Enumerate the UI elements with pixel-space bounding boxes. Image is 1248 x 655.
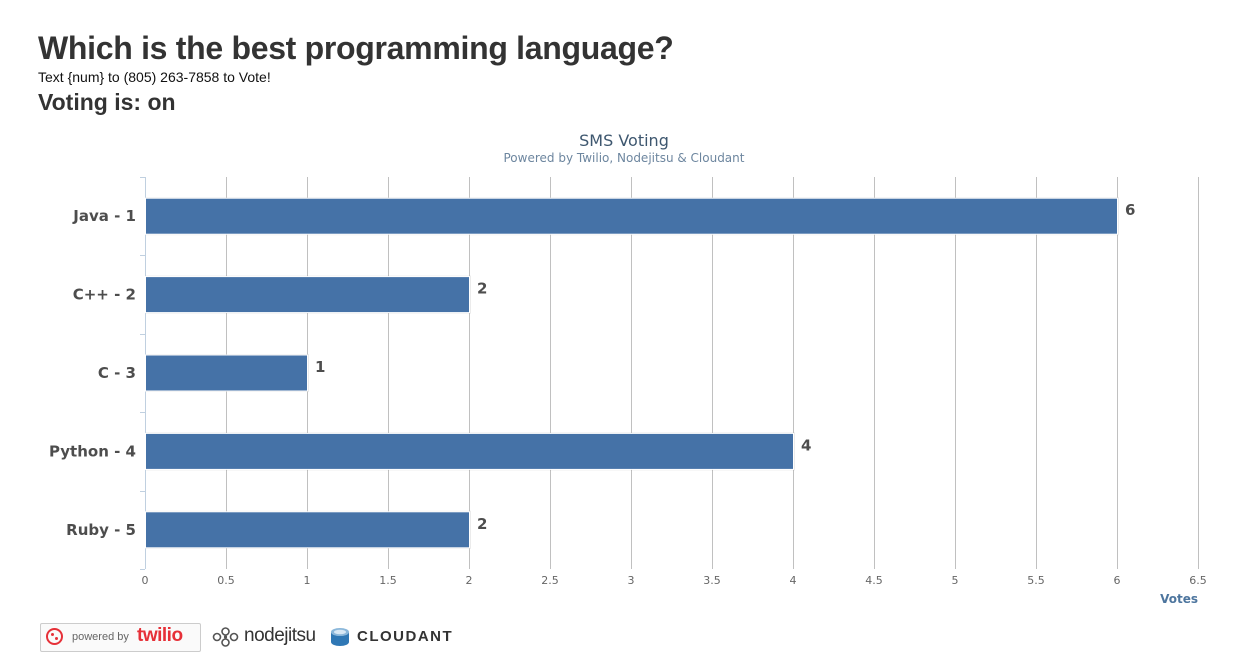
bar [145, 511, 470, 549]
bar-chart: Java - 1 6 C++ - 2 2 C - 3 1 Python - 4 4 Ruby -… [49, 177, 1207, 606]
chart-subtitle: Powered by Twilio, Nodejitsu & Cloudant [503, 151, 745, 165]
category-label: C++ - 2 [73, 286, 136, 304]
footer-logos: powered by twilio nodejitsu CLOUDANT [40, 623, 460, 652]
twilio-logo-icon [46, 628, 63, 645]
cloudant-logo-icon [331, 628, 349, 646]
x-tick-label: 5.5 [1027, 574, 1045, 587]
x-axis-title: Votes [1160, 592, 1198, 606]
voting-status: Voting is: on [38, 89, 176, 115]
powered-by-label: powered by [72, 631, 129, 643]
page-title: Which is the best programming language? [38, 30, 674, 66]
data-label: 2 [477, 515, 487, 533]
nodejitsu-logo-icon [212, 627, 239, 647]
x-tick-label: 4.5 [865, 574, 883, 587]
category-label: Python - 4 [49, 442, 136, 460]
x-tick-label: 3.5 [703, 574, 721, 587]
bar [145, 197, 1118, 235]
chart-title: SMS Voting [579, 131, 669, 150]
vote-instructions: Text {num} to (805) 263-7858 to Vote! [38, 69, 271, 85]
data-label: 1 [315, 358, 325, 376]
x-tick-label: 2 [466, 574, 473, 587]
category-label: C - 3 [98, 364, 136, 382]
x-tick-label: 4 [790, 574, 797, 587]
data-label: 6 [1125, 201, 1135, 219]
category-label: Ruby - 5 [66, 521, 136, 539]
cloudant-wordmark: CLOUDANT [357, 628, 454, 645]
bar [145, 276, 470, 314]
data-label: 2 [477, 280, 487, 298]
x-tick-label: 1.5 [379, 574, 397, 587]
category-label: Java - 1 [72, 207, 136, 225]
twilio-badge[interactable]: powered by twilio [40, 623, 201, 652]
x-tick-label: 3 [628, 574, 635, 587]
twilio-wordmark: twilio [137, 625, 183, 646]
x-tick-label: 5 [952, 574, 959, 587]
x-tick-label: 2.5 [541, 574, 559, 587]
data-label: 4 [801, 436, 811, 454]
x-tick-label: 0 [142, 574, 149, 587]
bar [145, 432, 794, 470]
bar [145, 354, 308, 392]
x-tick-label: 0.5 [217, 574, 235, 587]
x-tick-label: 1 [304, 574, 311, 587]
x-tick-label: 6 [1114, 574, 1121, 587]
x-tick-label: 6.5 [1189, 574, 1207, 587]
nodejitsu-wordmark: nodejitsu [244, 625, 316, 646]
